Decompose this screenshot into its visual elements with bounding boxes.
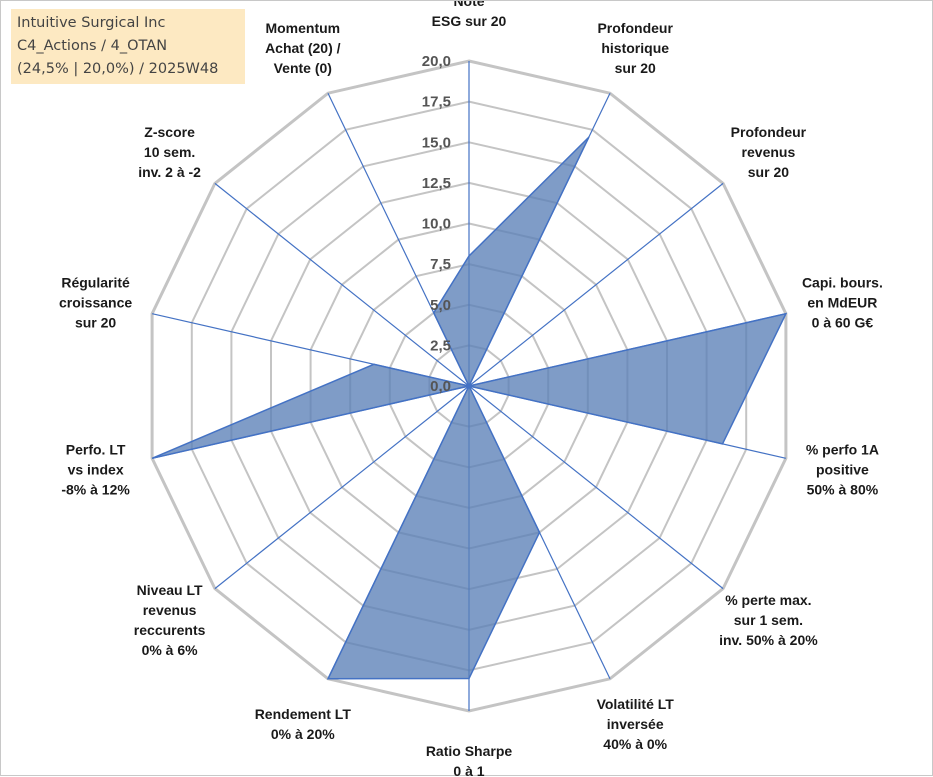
radial-tick-label: 5,0 — [430, 297, 451, 314]
company-name: Intuitive Surgical Inc — [17, 15, 166, 31]
category-label: revenus — [742, 144, 796, 160]
category-label: ESG sur 20 — [432, 13, 507, 29]
info-box: Intuitive Surgical Inc C4_Actions / 4_OT… — [11, 9, 245, 84]
category-label: Capi. bours. — [802, 275, 883, 291]
category-label: Ratio Sharpe — [426, 743, 513, 759]
category-label: 10 sem. — [144, 144, 195, 160]
category-label: 40% à 0% — [603, 736, 667, 752]
radial-tick-label: 2,5 — [430, 337, 451, 354]
category-label: 0% à 20% — [271, 726, 335, 742]
category-label: sur 20 — [748, 164, 789, 180]
category-label: % perte max. — [725, 592, 811, 608]
category-label: Régularité — [61, 275, 130, 291]
axis-spoke — [468, 182, 724, 387]
radial-tick-label: 17,5 — [422, 94, 451, 111]
category-label: sur 20 — [75, 315, 116, 331]
category-label: revenus — [143, 602, 197, 618]
category-label: Note — [453, 1, 484, 9]
series-layer — [151, 136, 788, 680]
summary-line: (24,5% | 20,0%) / 2025W48 — [17, 61, 219, 77]
axis-spoke — [468, 385, 724, 590]
category-label: Volatilité LT — [597, 696, 675, 712]
category-label: Vente (0) — [274, 60, 332, 76]
category-label: inv. 2 à -2 — [138, 164, 201, 180]
category-label: 0% à 6% — [142, 642, 199, 658]
category-label: croissance — [59, 295, 132, 311]
radial-tick-label: 12,5 — [422, 175, 451, 192]
category-label: positive — [816, 461, 869, 477]
category-label: % perfo 1A — [806, 441, 879, 457]
category-label: sur 1 sem. — [734, 612, 803, 628]
radial-tick-label: 20,0 — [422, 53, 451, 70]
category-label: historique — [601, 40, 669, 56]
radial-tick-label: 15,0 — [422, 134, 451, 151]
category-label: -8% à 12% — [61, 481, 130, 497]
category-label: vs index — [68, 461, 124, 477]
radial-tick-label: 7,5 — [430, 256, 451, 273]
category-label: Rendement LT — [255, 706, 352, 722]
category-label: en MdEUR — [807, 295, 877, 311]
axis-spoke — [214, 385, 470, 590]
radial-tick-label: 10,0 — [422, 216, 451, 233]
category-label: Achat (20) / — [265, 40, 341, 56]
category-label: reccurents — [134, 622, 206, 638]
axis-spoke — [214, 182, 470, 387]
category-labels: Note ESG sur 20 Profondeur historique sur 20… — [59, 1, 883, 777]
category-label: sur 20 — [615, 60, 656, 76]
category-label: Perfo. LT — [66, 441, 126, 457]
category-label: inversée — [607, 716, 664, 732]
category-label: 0 à 60 G€ — [812, 315, 874, 331]
radial-tick-label: 0,0 — [430, 378, 451, 395]
category-label: Z-score — [144, 124, 195, 140]
category-label: inv. 50% à 20% — [719, 632, 818, 648]
series-area — [151, 136, 788, 680]
category-label: 50% à 80% — [807, 481, 879, 497]
category-line: C4_Actions / 4_OTAN — [17, 38, 168, 54]
category-label: Profondeur — [731, 124, 807, 140]
category-label: Niveau LT — [137, 582, 203, 598]
category-label: Momentum — [265, 20, 340, 36]
category-label: 0 à 1 — [453, 763, 484, 777]
category-label: Profondeur — [597, 20, 673, 36]
radial-tick-labels: 0,0 2,5 5,0 7,5 10,0 12,5 15,0 17,5 20,0 — [422, 53, 451, 395]
